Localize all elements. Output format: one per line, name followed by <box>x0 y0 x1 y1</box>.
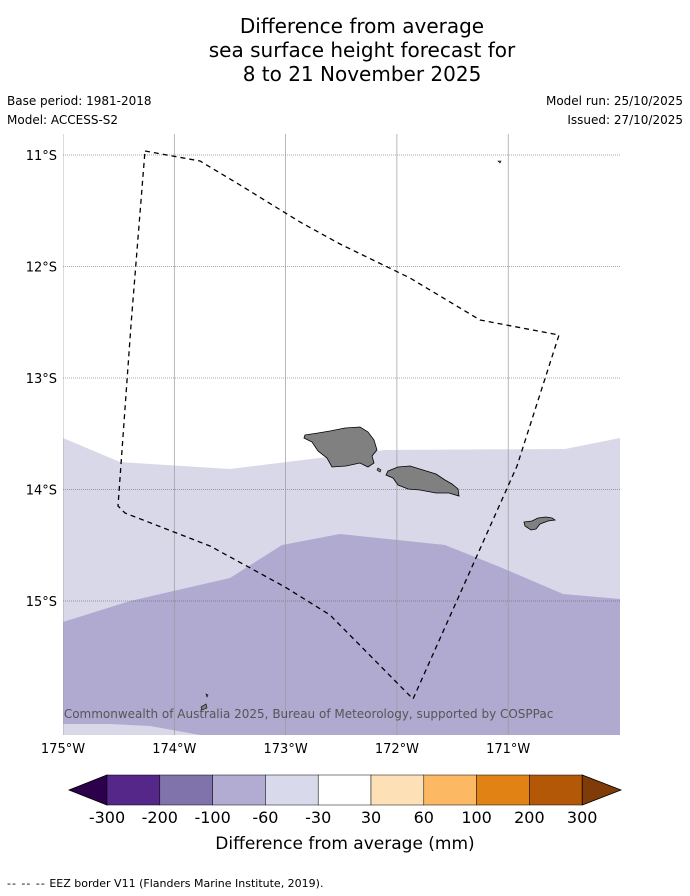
meta-left: Base period: 1981-2018 Model: ACCESS-S2 <box>7 94 152 132</box>
colorbar-tick-label-5: 30 <box>360 808 382 827</box>
meta-right: Model run: 25/10/2025 Issued: 27/10/2025 <box>546 94 683 132</box>
island-south-islet <box>200 703 208 711</box>
colorbar-extend-high <box>581 774 623 806</box>
anomaly-zone-mid <box>63 534 620 735</box>
model-run: Model run: 25/10/2025 <box>545 94 683 108</box>
colorbar-segment-4 <box>317 774 372 806</box>
colorbar-segment-7 <box>476 774 530 806</box>
colorbar-tick-label-6: 60 <box>413 808 434 827</box>
colorbar-tick-label-4: -30 <box>305 808 332 827</box>
island-tiny-islet <box>205 693 209 698</box>
longitude-labels: 175°W 174°W 173°W 172°W 171°W <box>41 742 531 757</box>
lat-label-1: 12°S <box>26 261 57 276</box>
anomaly-zone-bottom-edge <box>63 724 200 735</box>
colorbar-extend-low <box>67 774 108 806</box>
title-line-3: 8 to 21 November 2025 <box>242 62 482 86</box>
title-line-1: Difference from average <box>239 14 485 38</box>
colorbar-segment-6 <box>423 774 477 806</box>
lat-label-3: 14°S <box>26 484 57 499</box>
island-tutuila <box>523 516 557 531</box>
eez-legend-text: EEZ border V11 (Flanders Marine Institut… <box>49 877 324 890</box>
colorbar-segment-2 <box>212 774 266 806</box>
model-name: Model: ACCESS-S2 <box>7 113 119 127</box>
island-savaii <box>303 426 378 468</box>
colorbar-tick-label-9: 300 <box>566 808 598 827</box>
footer-note: -- -- -- EEZ border V11 (Flanders Marine… <box>7 877 323 890</box>
gridlines <box>63 134 620 735</box>
colorbar-tick-label-0: -300 <box>88 808 126 827</box>
colorbar-tick-label-2: -100 <box>194 808 231 827</box>
colorbar-tick-label-8: 200 <box>514 808 545 827</box>
lon-label-2: 173°W <box>264 742 308 757</box>
colorbar-segment-1 <box>159 774 213 806</box>
map-area: © Commonwealth of Australia 2025, Bureau… <box>48 134 620 735</box>
colorbar-tick-label-3: -60 <box>252 808 279 827</box>
colorbar <box>67 774 623 806</box>
lon-label-0: 175°W <box>41 742 85 757</box>
island-manono <box>376 467 382 473</box>
lon-label-4: 171°W <box>486 742 530 757</box>
colorbar-segment-8 <box>529 774 583 806</box>
lon-label-1: 174°W <box>152 742 196 757</box>
copyright-notice: © Commonwealth of Australia 2025, Bureau… <box>48 707 553 721</box>
colorbar-tick-label-7: 100 <box>461 808 492 827</box>
lat-label-4: 15°S <box>26 595 57 610</box>
map-title: Difference from average sea surface heig… <box>0 14 690 86</box>
colorbar-tick-label-1: -200 <box>141 808 178 827</box>
eez-legend-dash: -- -- -- <box>7 877 46 890</box>
island-north-islet <box>497 160 502 164</box>
island-upolu <box>385 465 460 497</box>
issued-date: Issued: 27/10/2025 <box>567 113 683 127</box>
lat-label-2: 13°S <box>26 372 57 387</box>
colorbar-segment-3 <box>265 774 319 806</box>
base-period: Base period: 1981-2018 <box>7 94 152 108</box>
eez-border <box>117 150 560 701</box>
lon-label-3: 172°W <box>375 742 419 757</box>
title-line-2: sea surface height forecast for <box>208 38 516 62</box>
colorbar-segment-5 <box>370 774 425 806</box>
colorbar-segment-0 <box>106 774 161 806</box>
lat-label-0: 11°S <box>26 149 57 164</box>
colorbar-title: Difference from average (mm) <box>215 834 475 854</box>
latitude-labels: 11°S 12°S 13°S 14°S 15°S <box>26 149 57 610</box>
